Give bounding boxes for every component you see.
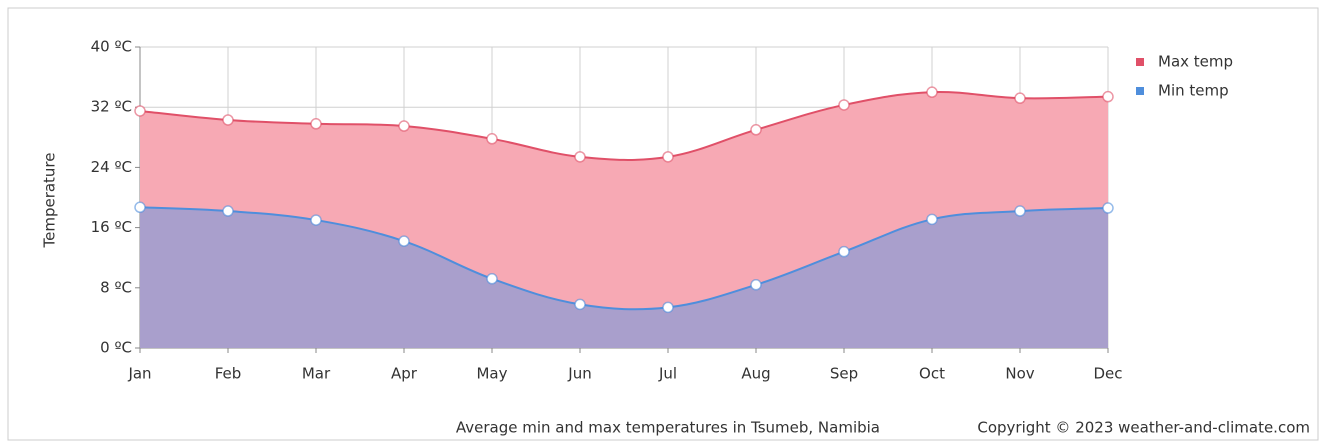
point: [398, 120, 410, 132]
line: [139, 91, 1109, 161]
x-tick-label: Aug: [741, 365, 770, 383]
point: [134, 105, 146, 117]
point: [310, 214, 322, 226]
x-tick-label: May: [476, 365, 507, 383]
x-tick-label: Jul: [658, 365, 677, 383]
copyright: Copyright © 2023 weather-and-climate.com: [977, 419, 1310, 437]
point: [662, 151, 674, 163]
point: [222, 114, 234, 126]
line: [139, 206, 1109, 311]
y-tick-label: 32 ºC: [91, 98, 132, 116]
x-tick-label: Sep: [830, 365, 858, 383]
point: [1102, 90, 1114, 103]
point: [1014, 205, 1026, 217]
point: [486, 273, 498, 285]
point: [926, 86, 938, 98]
point: [838, 245, 850, 258]
point: [1014, 92, 1026, 104]
x-tick-label: Feb: [215, 365, 242, 383]
y-tick-label: 24 ºC: [91, 158, 132, 176]
x-tick-label: Jan: [127, 365, 151, 383]
point: [838, 99, 850, 111]
x-tick-label: Oct: [919, 365, 945, 383]
x-tick-label: Apr: [391, 365, 418, 383]
point: [574, 298, 586, 311]
point: [750, 279, 762, 291]
point: [398, 235, 410, 247]
y-axis-label: Temperature: [41, 152, 59, 248]
x-tick-label: Jun: [567, 365, 591, 383]
y-tick-label: 40 ºC: [91, 38, 132, 56]
point: [574, 151, 586, 163]
area: [140, 207, 1108, 348]
y-tick-label: 16 ºC: [91, 218, 132, 236]
point: [486, 133, 498, 145]
point: [662, 301, 674, 314]
point: [134, 201, 146, 214]
point: [222, 205, 234, 217]
x-tick-label: Dec: [1093, 365, 1122, 383]
legend-swatch: [1136, 87, 1144, 95]
legend-label: Max temp: [1158, 53, 1233, 71]
legend-label: Min temp: [1158, 82, 1229, 100]
y-tick-label: 0 ºC: [100, 339, 132, 357]
caption: Average min and max temperatures in Tsum…: [456, 419, 880, 437]
x-tick-label: Mar: [302, 365, 331, 383]
point: [1102, 202, 1114, 214]
y-tick-label: 8 ºC: [100, 278, 132, 296]
point: [926, 213, 938, 226]
x-tick-label: Nov: [1005, 365, 1034, 383]
point: [310, 118, 322, 130]
point: [750, 124, 762, 136]
legend-swatch: [1136, 58, 1144, 66]
